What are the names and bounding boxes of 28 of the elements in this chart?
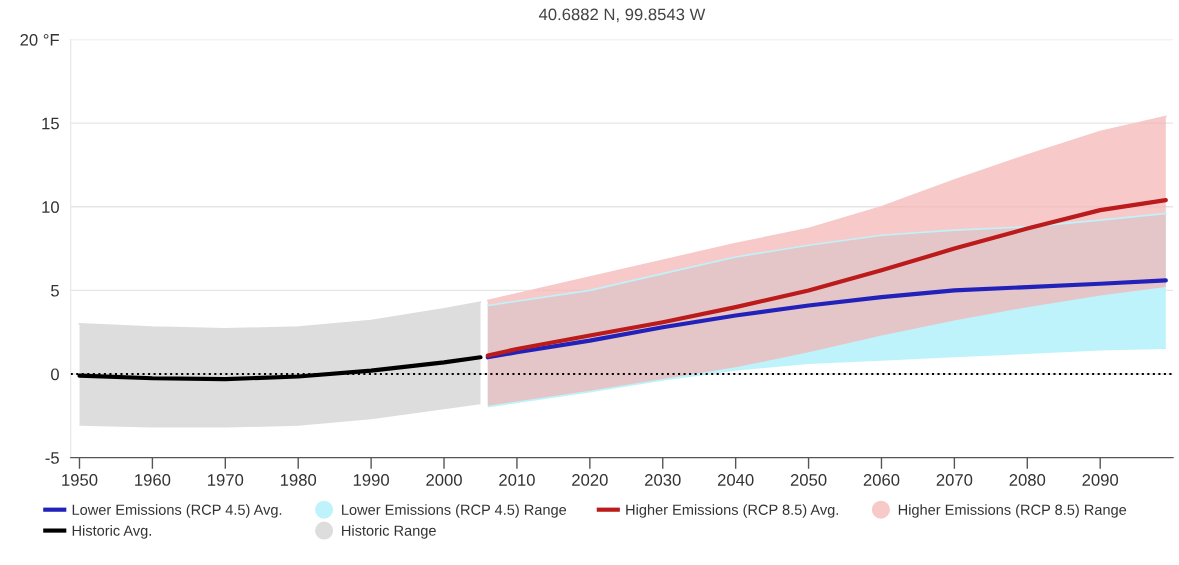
x-tick-label: 2020 [572, 474, 608, 486]
x-tick-label: 2090 [1082, 474, 1119, 486]
x-tick-label: 1990 [353, 474, 390, 486]
y-tick-label: 20 °F [20, 33, 59, 46]
legend-label: Higher Emissions (RCP 8.5) Avg. [626, 504, 839, 518]
legend-label: Historic Avg. [72, 525, 151, 539]
x-tick-label: 2010 [499, 474, 535, 486]
x-tick-label: 1980 [280, 474, 317, 486]
chart-title: 40.6882 N, 99.8543 W [538, 8, 706, 23]
x-tick-label: 1960 [135, 474, 171, 486]
x-tick-label: 2040 [717, 474, 754, 486]
legend-label: Historic Range [342, 525, 436, 539]
x-tick-label: 2070 [936, 474, 973, 486]
x-tick-label: 2060 [863, 474, 900, 486]
y-tick-label: -5 [45, 452, 59, 464]
legend-label: Higher Emissions (RCP 8.5) Range [898, 504, 1127, 518]
x-tick-label: 1970 [208, 474, 244, 486]
x-tick-label: 2050 [790, 474, 827, 486]
y-tick-label: 5 [51, 284, 59, 297]
x-tick-label: 2080 [1009, 474, 1046, 486]
y-tick-label: 15 [42, 117, 59, 130]
x-tick-label: 1950 [62, 474, 98, 486]
x-tick-label: 2030 [645, 474, 681, 486]
y-tick-label: 0 [51, 368, 59, 381]
legend-label: Lower Emissions (RCP 4.5) Avg. [72, 504, 282, 518]
x-tick-label: 2000 [426, 474, 462, 486]
y-tick-label: 10 [42, 201, 59, 213]
legend-label: Lower Emissions (RCP 4.5) Range [342, 504, 567, 518]
